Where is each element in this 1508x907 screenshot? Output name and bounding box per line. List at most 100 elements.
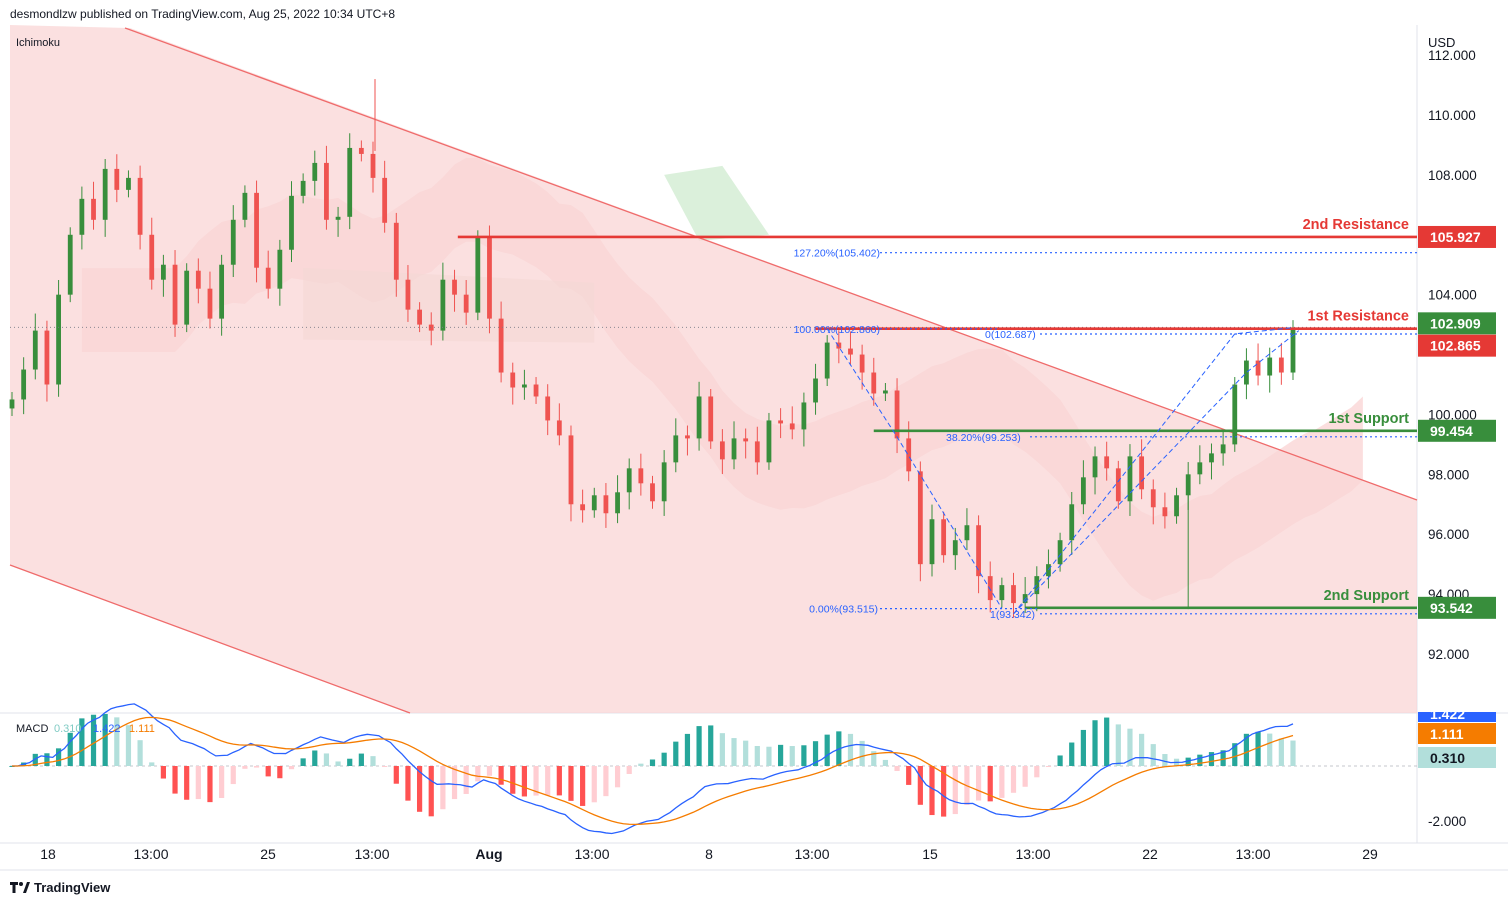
- candle[interactable]: [522, 369, 527, 400]
- candle[interactable]: [312, 150, 318, 196]
- candle[interactable]: [32, 313, 38, 380]
- candle[interactable]: [929, 504, 935, 577]
- candle[interactable]: [289, 181, 294, 263]
- candle[interactable]: [766, 412, 772, 470]
- channel-lower-line[interactable]: [9, 564, 411, 714]
- candle[interactable]: [685, 425, 690, 456]
- candle[interactable]: [195, 258, 201, 304]
- candle[interactable]: [498, 301, 504, 383]
- candle[interactable]: [1244, 348, 1249, 400]
- candle[interactable]: [859, 344, 865, 390]
- candle[interactable]: [428, 312, 434, 346]
- candle[interactable]: [1209, 443, 1214, 480]
- candle[interactable]: [44, 320, 50, 402]
- candle[interactable]: [673, 418, 679, 473]
- fib-leg-down[interactable]: [826, 328, 1003, 609]
- candle[interactable]: [778, 408, 783, 439]
- candle[interactable]: [661, 450, 667, 516]
- candle[interactable]: [160, 254, 166, 297]
- candle[interactable]: [1267, 347, 1273, 393]
- candle[interactable]: [149, 217, 155, 290]
- candle[interactable]: [9, 391, 15, 416]
- candle[interactable]: [743, 428, 749, 459]
- candle[interactable]: [824, 335, 830, 386]
- channel-upper-line[interactable]: [124, 27, 1418, 501]
- candle[interactable]: [999, 577, 1005, 608]
- candle[interactable]: [883, 383, 888, 401]
- candle[interactable]: [1011, 572, 1016, 618]
- candle[interactable]: [335, 206, 341, 237]
- signal-line[interactable]: [12, 716, 1294, 826]
- candle[interactable]: [452, 269, 457, 312]
- candle[interactable]: [615, 475, 620, 524]
- candle[interactable]: [184, 263, 190, 333]
- candle[interactable]: [638, 453, 644, 496]
- candle[interactable]: [114, 154, 120, 203]
- candle[interactable]: [789, 406, 795, 440]
- candle[interactable]: [801, 392, 807, 447]
- candle[interactable]: [1255, 343, 1261, 386]
- candle[interactable]: [650, 475, 655, 509]
- candle[interactable]: [964, 508, 970, 551]
- candle[interactable]: [1092, 446, 1098, 495]
- candle[interactable]: [1232, 377, 1238, 452]
- candle[interactable]: [102, 159, 108, 237]
- candle[interactable]: [1127, 444, 1133, 516]
- candle[interactable]: [941, 511, 947, 563]
- candle[interactable]: [277, 239, 283, 306]
- candle[interactable]: [265, 250, 271, 299]
- candle[interactable]: [393, 212, 399, 297]
- price-chart[interactable]: MACD 0.310 1.422 1.111 112.000 110.000 108.00…: [0, 25, 1508, 895]
- candle[interactable]: [1220, 429, 1226, 466]
- candle[interactable]: [568, 425, 574, 522]
- candle[interactable]: [300, 173, 306, 204]
- macd-line[interactable]: [12, 703, 1294, 835]
- candle[interactable]: [871, 357, 877, 406]
- candle[interactable]: [219, 254, 225, 336]
- candle[interactable]: [754, 426, 760, 475]
- candle[interactable]: [591, 487, 597, 518]
- candle[interactable]: [603, 483, 609, 528]
- candle[interactable]: [347, 133, 353, 230]
- candle[interactable]: [545, 384, 551, 436]
- candle[interactable]: [1139, 439, 1145, 500]
- candle[interactable]: [533, 377, 539, 404]
- candle[interactable]: [126, 170, 131, 198]
- candle[interactable]: [207, 271, 213, 329]
- candle[interactable]: [976, 515, 981, 594]
- candle[interactable]: [475, 230, 481, 321]
- candle[interactable]: [21, 357, 27, 415]
- candle[interactable]: [510, 362, 516, 405]
- candle[interactable]: [952, 527, 958, 570]
- candle[interactable]: [894, 378, 900, 454]
- candle[interactable]: [67, 227, 73, 303]
- candle[interactable]: [556, 403, 562, 446]
- candle[interactable]: [987, 561, 993, 613]
- candle[interactable]: [813, 363, 818, 415]
- candle[interactable]: [1069, 492, 1075, 555]
- candle[interactable]: [137, 165, 143, 250]
- candle[interactable]: [463, 279, 469, 325]
- candle[interactable]: [580, 489, 586, 523]
- candle[interactable]: [719, 429, 725, 475]
- candle[interactable]: [1080, 460, 1086, 515]
- candle[interactable]: [370, 141, 376, 193]
- fib-leg-up[interactable]: [1013, 327, 1294, 615]
- candle[interactable]: [56, 279, 61, 397]
- candle[interactable]: [626, 458, 632, 510]
- candle[interactable]: [1290, 320, 1296, 381]
- candle[interactable]: [1104, 441, 1110, 481]
- candle[interactable]: [848, 331, 853, 365]
- candle[interactable]: [417, 302, 422, 333]
- candle[interactable]: [405, 265, 411, 322]
- candle[interactable]: [1150, 479, 1156, 525]
- candle[interactable]: [1278, 342, 1284, 385]
- candle[interactable]: [79, 186, 85, 250]
- fib-leg-up-inner[interactable]: [1013, 330, 1300, 615]
- candle[interactable]: [731, 421, 737, 470]
- candle[interactable]: [917, 461, 923, 582]
- candle[interactable]: [1197, 445, 1203, 485]
- candle[interactable]: [1174, 487, 1179, 524]
- candle[interactable]: [254, 180, 259, 283]
- candle[interactable]: [696, 381, 702, 451]
